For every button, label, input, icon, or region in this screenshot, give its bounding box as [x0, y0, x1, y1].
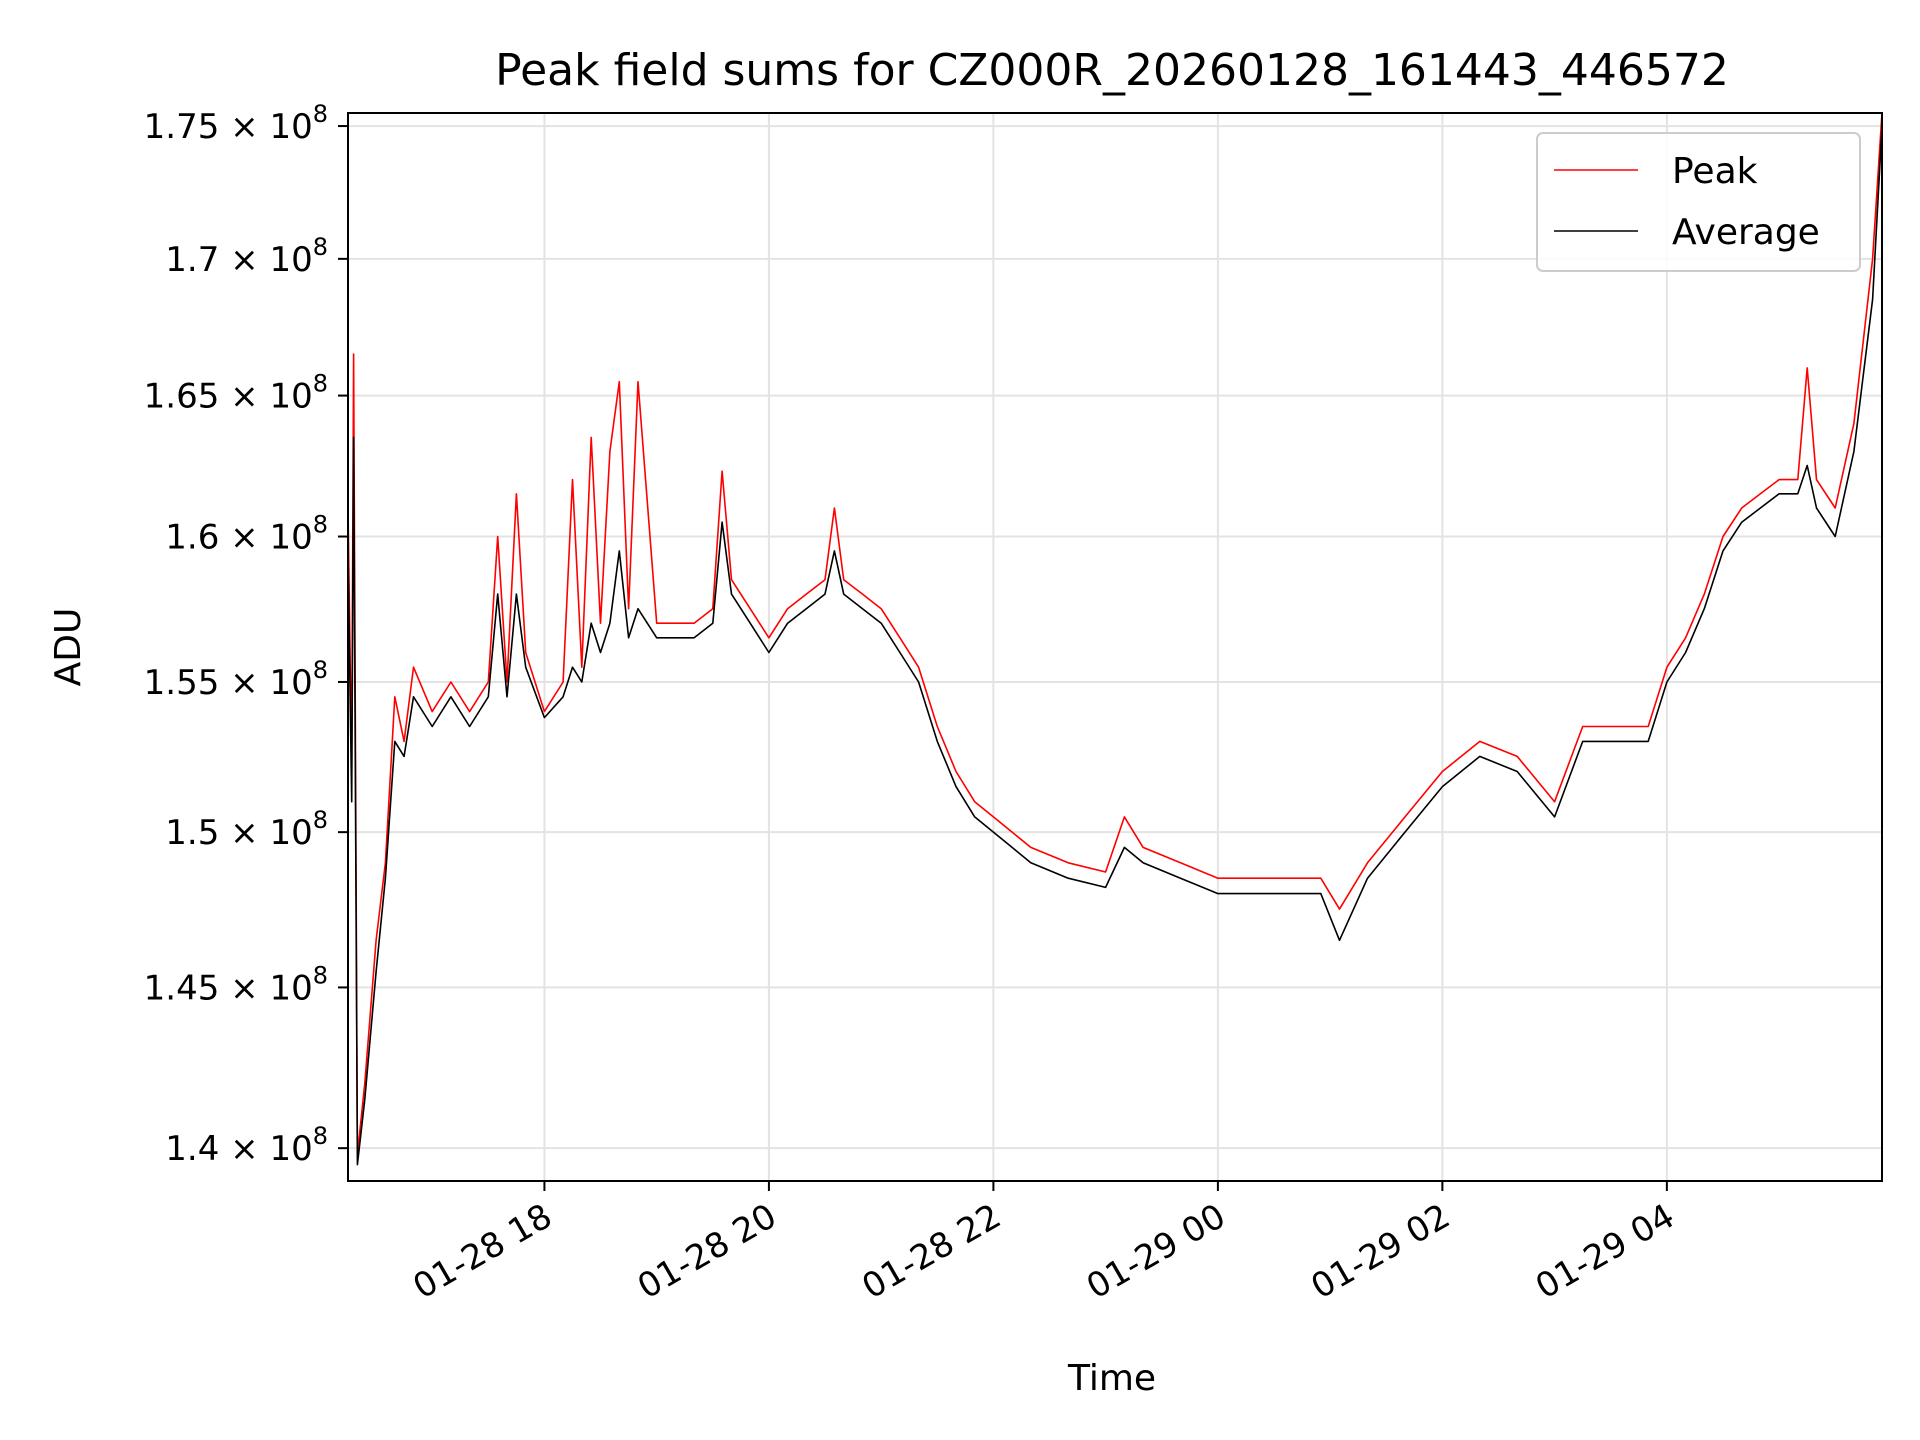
y-tick-label: 1.65 × 108 [144, 370, 328, 417]
x-axis-label: Time [1067, 1358, 1156, 1399]
legend-label-peak: Peak [1672, 151, 1758, 192]
y-tick-label: 1.7 × 108 [165, 233, 328, 280]
legend: Peak Average [1536, 132, 1861, 272]
legend-box [1536, 132, 1861, 272]
legend-label-average: Average [1672, 212, 1820, 253]
y-tick-label: 1.75 × 108 [144, 100, 328, 147]
series-line-average [347, 126, 1883, 1166]
series-line-peak [347, 112, 1883, 1156]
plot-frame [347, 112, 1883, 1182]
y-tick-label: 1.55 × 108 [144, 656, 328, 703]
y-axis-label: ADU [48, 608, 89, 687]
y-tick-label: 1.6 × 108 [165, 511, 328, 558]
y-tick-label: 1.45 × 108 [144, 961, 328, 1008]
y-tick-label: 1.5 × 108 [165, 806, 328, 853]
axes: 1.4 × 108 1.45 × 108 1.5 × 108 1.55 × 108 1.… [144, 100, 1682, 1307]
y-tick-label: 1.4 × 108 [165, 1122, 328, 1169]
grid [348, 113, 1882, 1181]
chart-title: Peak field sums for CZ000R_20260128_1614… [495, 45, 1729, 96]
series-layer [347, 112, 1883, 1166]
